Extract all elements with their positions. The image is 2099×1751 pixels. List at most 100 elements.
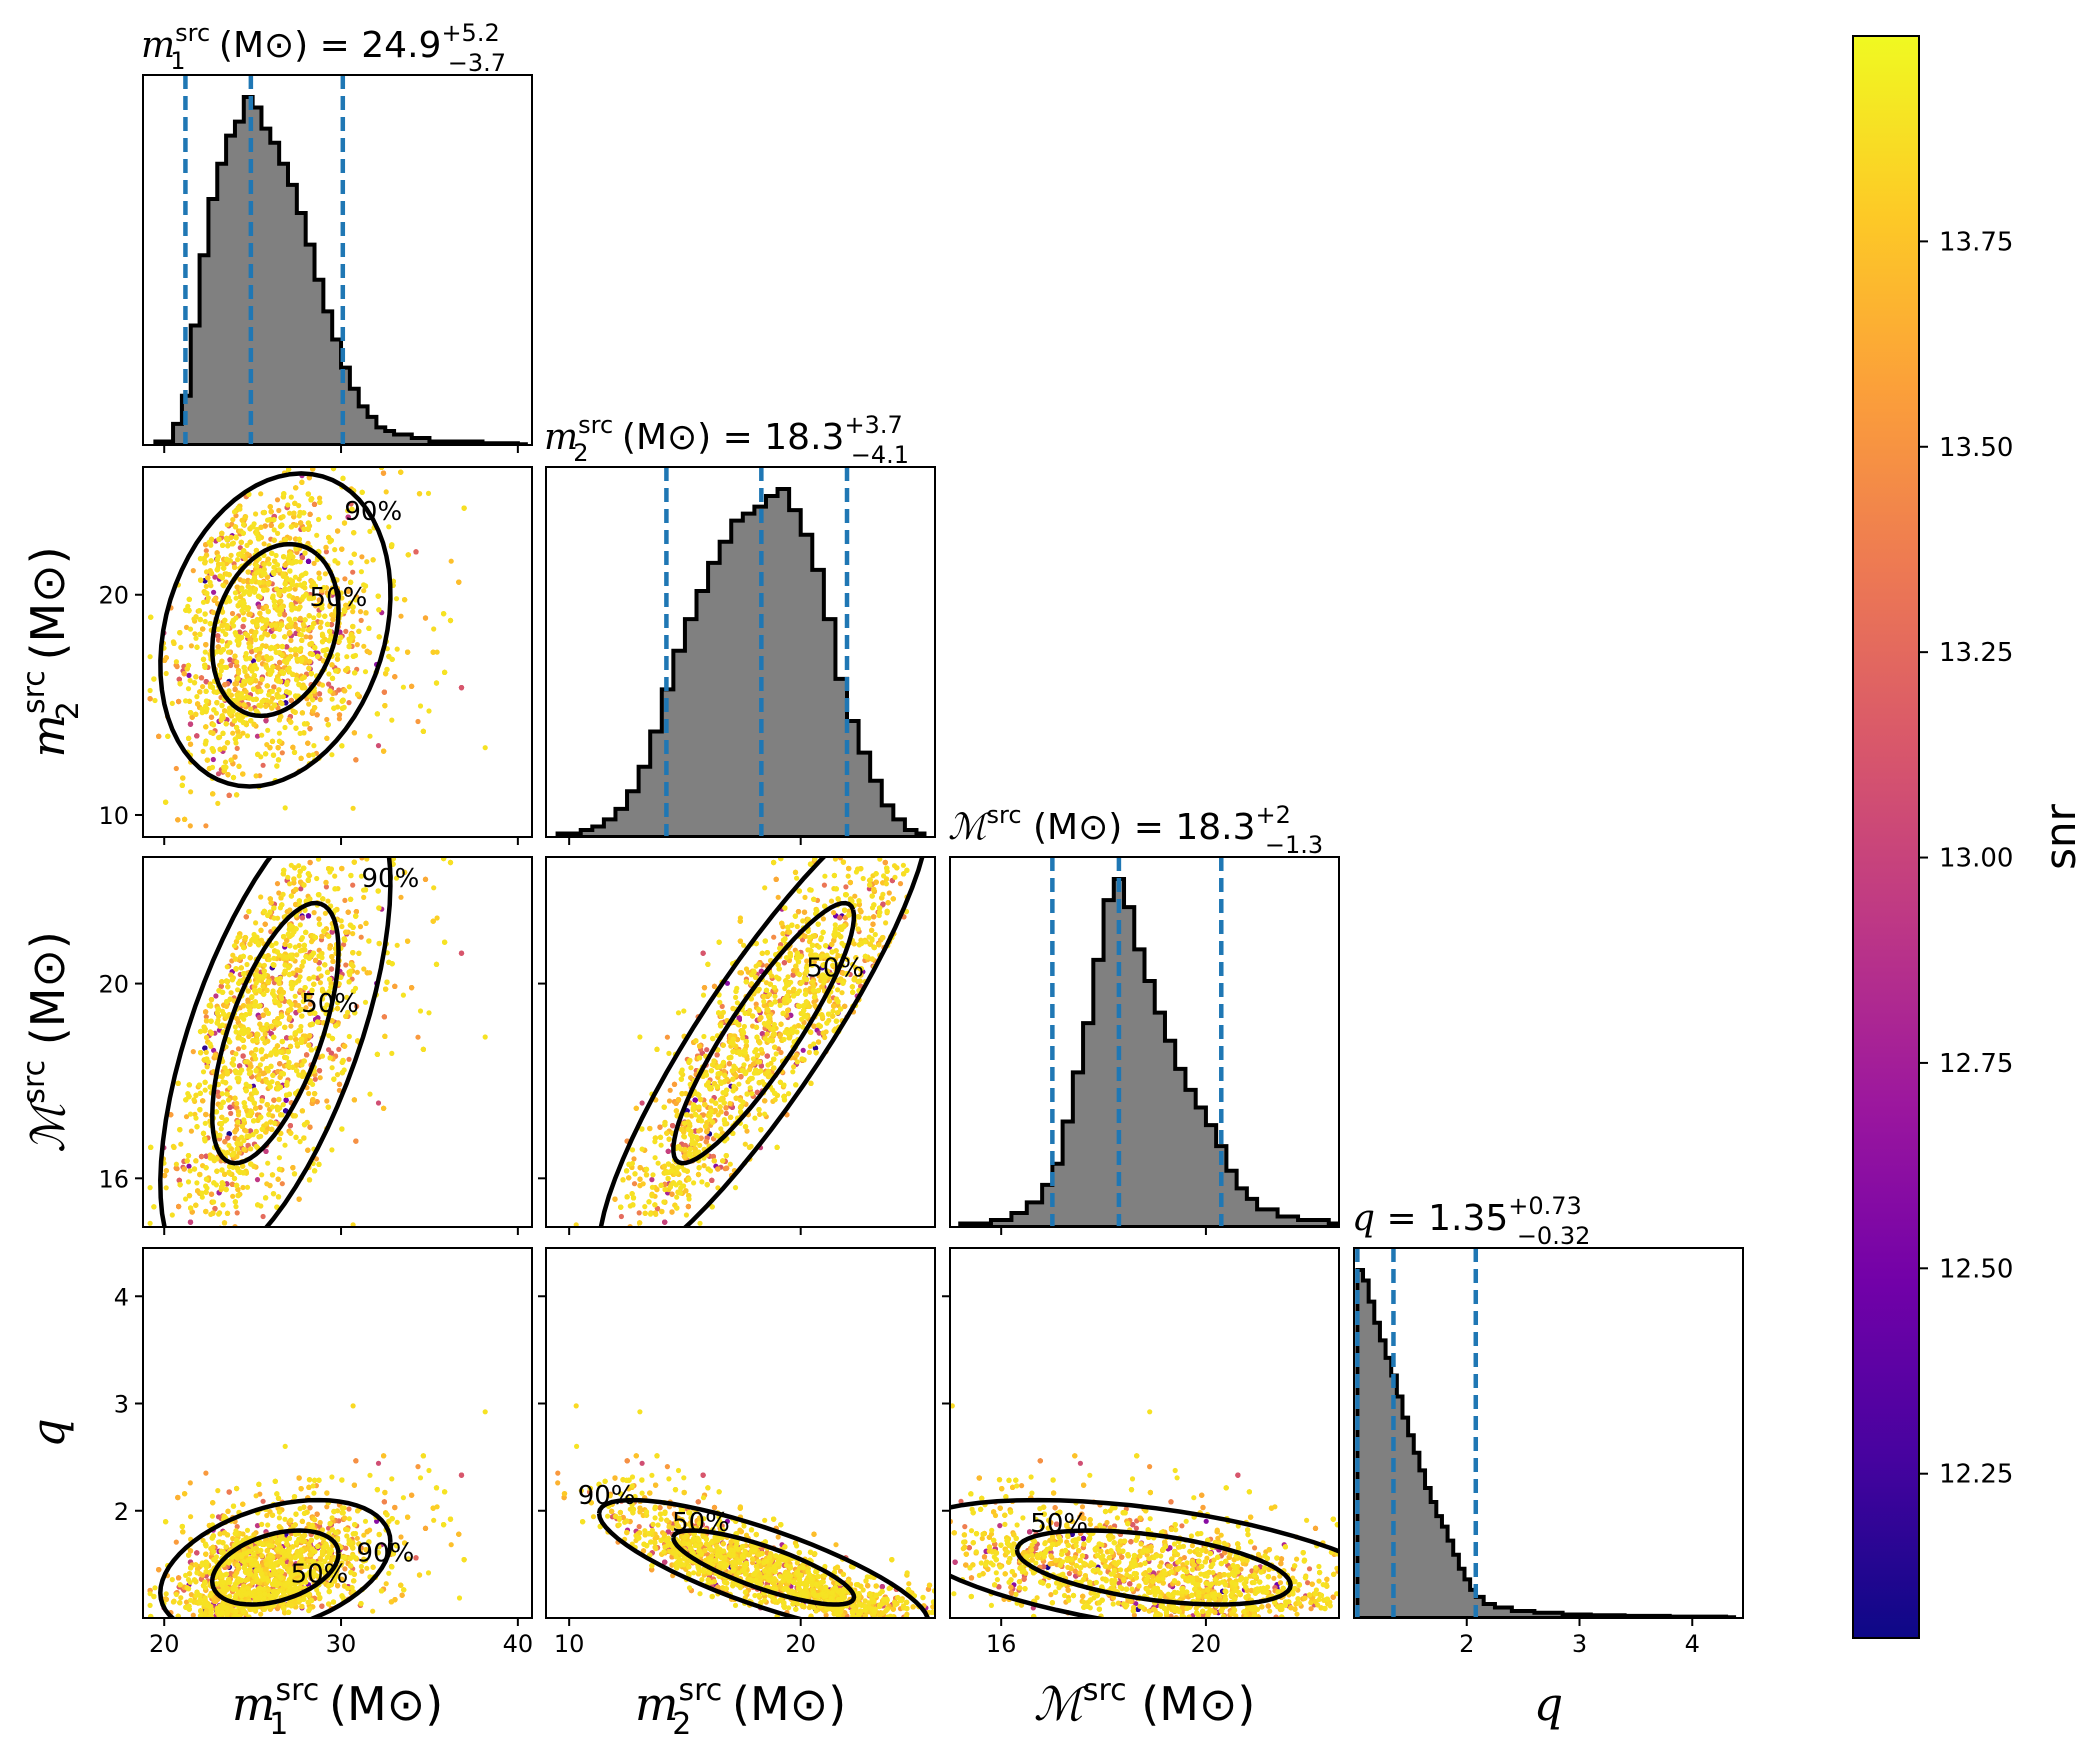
scatter-point	[394, 646, 400, 652]
scatter-point	[262, 523, 268, 529]
scatter-point	[235, 670, 242, 676]
scatter-point	[288, 637, 294, 644]
scatter-point	[240, 771, 246, 777]
scatter-point	[458, 685, 465, 691]
scatter-point	[284, 644, 290, 650]
scatter-point	[280, 514, 286, 520]
scatter-point	[219, 530, 225, 537]
scatter-point	[253, 531, 260, 537]
scatter-point	[182, 816, 188, 823]
scatter-point	[220, 647, 226, 653]
scatter-point	[405, 649, 411, 655]
scatter-point	[257, 680, 263, 686]
scatter-point	[244, 694, 250, 700]
scatter-point	[193, 711, 199, 718]
scatter-point	[223, 571, 230, 577]
scatter-point	[242, 514, 249, 520]
scatter-point	[319, 631, 325, 637]
scatter-point	[311, 560, 317, 567]
scatter-point	[342, 688, 348, 694]
scatter-point	[347, 636, 354, 642]
scatter-point	[203, 548, 209, 554]
scatter-point	[302, 617, 308, 623]
scatter-point	[244, 733, 251, 739]
scatter-point	[355, 691, 361, 698]
scatter-point	[260, 762, 266, 768]
scatter-point	[212, 574, 218, 580]
scatter-point	[315, 653, 321, 660]
scatter-point	[316, 597, 322, 603]
scatter-point	[181, 671, 187, 677]
scatter-point	[173, 659, 179, 665]
scatter-point	[214, 567, 220, 573]
scatter-point	[188, 710, 194, 716]
scatter-point	[307, 634, 313, 640]
scatter-point	[328, 621, 335, 628]
scatter-point	[311, 615, 317, 621]
scatter-point	[324, 735, 330, 741]
scatter-point	[315, 516, 322, 523]
scatter-point	[270, 752, 277, 758]
scatter-point	[280, 670, 286, 676]
scatter-point	[364, 559, 370, 565]
scatter-point	[434, 649, 440, 655]
scatter-point	[163, 670, 169, 677]
scatter-point	[266, 692, 272, 698]
scatter-point	[243, 650, 249, 657]
scatter-point	[307, 511, 313, 517]
scatter-point	[456, 579, 462, 585]
scatter-point	[243, 656, 249, 662]
scatter-point	[151, 676, 157, 682]
title-symbol: m	[141, 25, 175, 66]
scatter-point	[276, 507, 282, 514]
scatter-point	[299, 479, 305, 485]
scatter-point	[309, 640, 315, 646]
scatter-point	[345, 665, 351, 671]
scatter-point	[256, 656, 262, 662]
scatter-point	[310, 752, 316, 758]
scatter-point	[248, 677, 254, 683]
scatter-point	[375, 743, 382, 749]
scatter-point	[239, 691, 245, 697]
scatter-point	[305, 525, 311, 532]
scatter-points: 50%90%	[147, 467, 488, 829]
scatter-point	[277, 523, 283, 530]
scatter-point	[169, 700, 175, 707]
scatter-point	[191, 680, 198, 686]
scatter-point	[204, 757, 210, 763]
scatter-point	[229, 541, 235, 547]
scatter-point	[187, 823, 193, 829]
scatter-point	[200, 626, 206, 632]
scatter-point	[247, 636, 253, 643]
scatter-point	[233, 595, 239, 601]
scatter-point	[236, 551, 242, 558]
scatter-point	[232, 681, 238, 687]
scatter-point	[276, 650, 282, 656]
scatter-point	[350, 623, 356, 630]
scatter-point	[288, 494, 294, 500]
scatter-point	[202, 618, 208, 625]
scatter-point	[298, 658, 304, 664]
scatter-point	[420, 728, 426, 735]
scatter-point	[316, 691, 323, 697]
scatter-point	[353, 757, 359, 763]
scatter-point	[296, 503, 302, 509]
scatter-point	[254, 622, 260, 628]
scatter-point	[380, 470, 387, 476]
scatter-point	[274, 497, 281, 503]
scatter-point	[350, 805, 356, 811]
scatter-point	[263, 718, 269, 724]
scatter-point	[383, 489, 389, 495]
scatter-point	[441, 611, 447, 617]
scatter-point	[229, 610, 236, 617]
scatter-point	[279, 750, 285, 756]
scatter-point	[210, 756, 216, 763]
scatter-point	[283, 660, 290, 666]
scatter-point	[345, 588, 351, 594]
scatter-point	[204, 590, 210, 597]
scatter-point	[254, 617, 260, 623]
scatter-point	[214, 550, 220, 556]
scatter-point	[205, 595, 211, 601]
scatter-point	[384, 666, 390, 673]
scatter-point	[214, 689, 220, 695]
